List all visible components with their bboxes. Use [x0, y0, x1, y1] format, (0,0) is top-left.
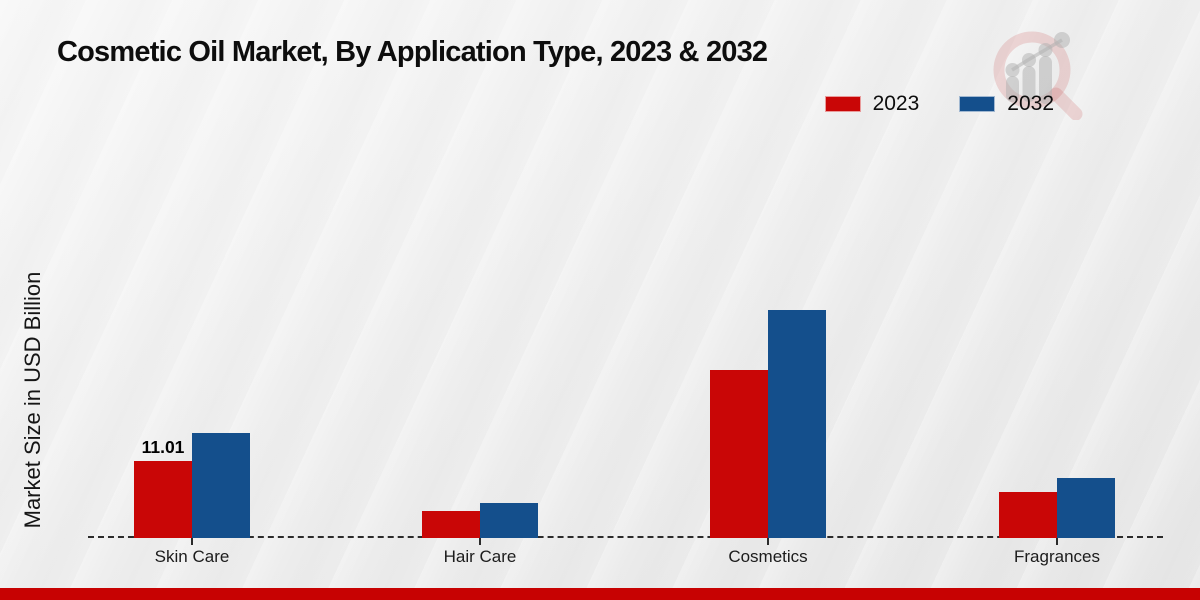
legend-label-2023: 2023	[872, 92, 920, 115]
legend: 2023 2032	[824, 92, 1054, 116]
legend-item-2032: 2032	[959, 92, 1054, 116]
bar-2023-fragrances	[999, 492, 1057, 538]
legend-item-2023: 2023	[824, 92, 920, 116]
x-category-label-skin-care: Skin Care	[154, 547, 230, 566]
bar-2032-cosmetics	[768, 310, 826, 538]
bar-2032-hair-care	[480, 503, 538, 538]
legend-label-2032: 2032	[1007, 92, 1054, 115]
x-category-label-hair-care: Hair Care	[443, 547, 517, 566]
x-category-label-cosmetics: Cosmetics	[728, 547, 808, 566]
bar-2023-hair-care	[422, 511, 480, 538]
bar-2032-skin-care	[192, 433, 250, 538]
x-axis-tick	[767, 538, 769, 545]
bar-2023-cosmetics	[710, 370, 768, 538]
footer-accent-bar	[0, 588, 1200, 600]
bar-2023-skin-care	[134, 461, 192, 538]
x-axis-tick	[479, 538, 481, 545]
x-axis-tick	[191, 538, 193, 545]
data-label-2023-skin-care: 11.01	[141, 437, 185, 457]
x-axis-baseline	[88, 536, 1163, 538]
x-category-label-fragrances: Fragrances	[1014, 547, 1100, 566]
legend-swatch-2023	[824, 96, 861, 112]
chart-title: Cosmetic Oil Market, By Application Type…	[57, 36, 768, 68]
magnifier-chart-logo-watermark-icon	[993, 31, 1083, 120]
x-axis-tick	[1056, 538, 1058, 545]
bar-2032-fragrances	[1057, 478, 1115, 538]
legend-swatch-2032	[959, 96, 996, 112]
